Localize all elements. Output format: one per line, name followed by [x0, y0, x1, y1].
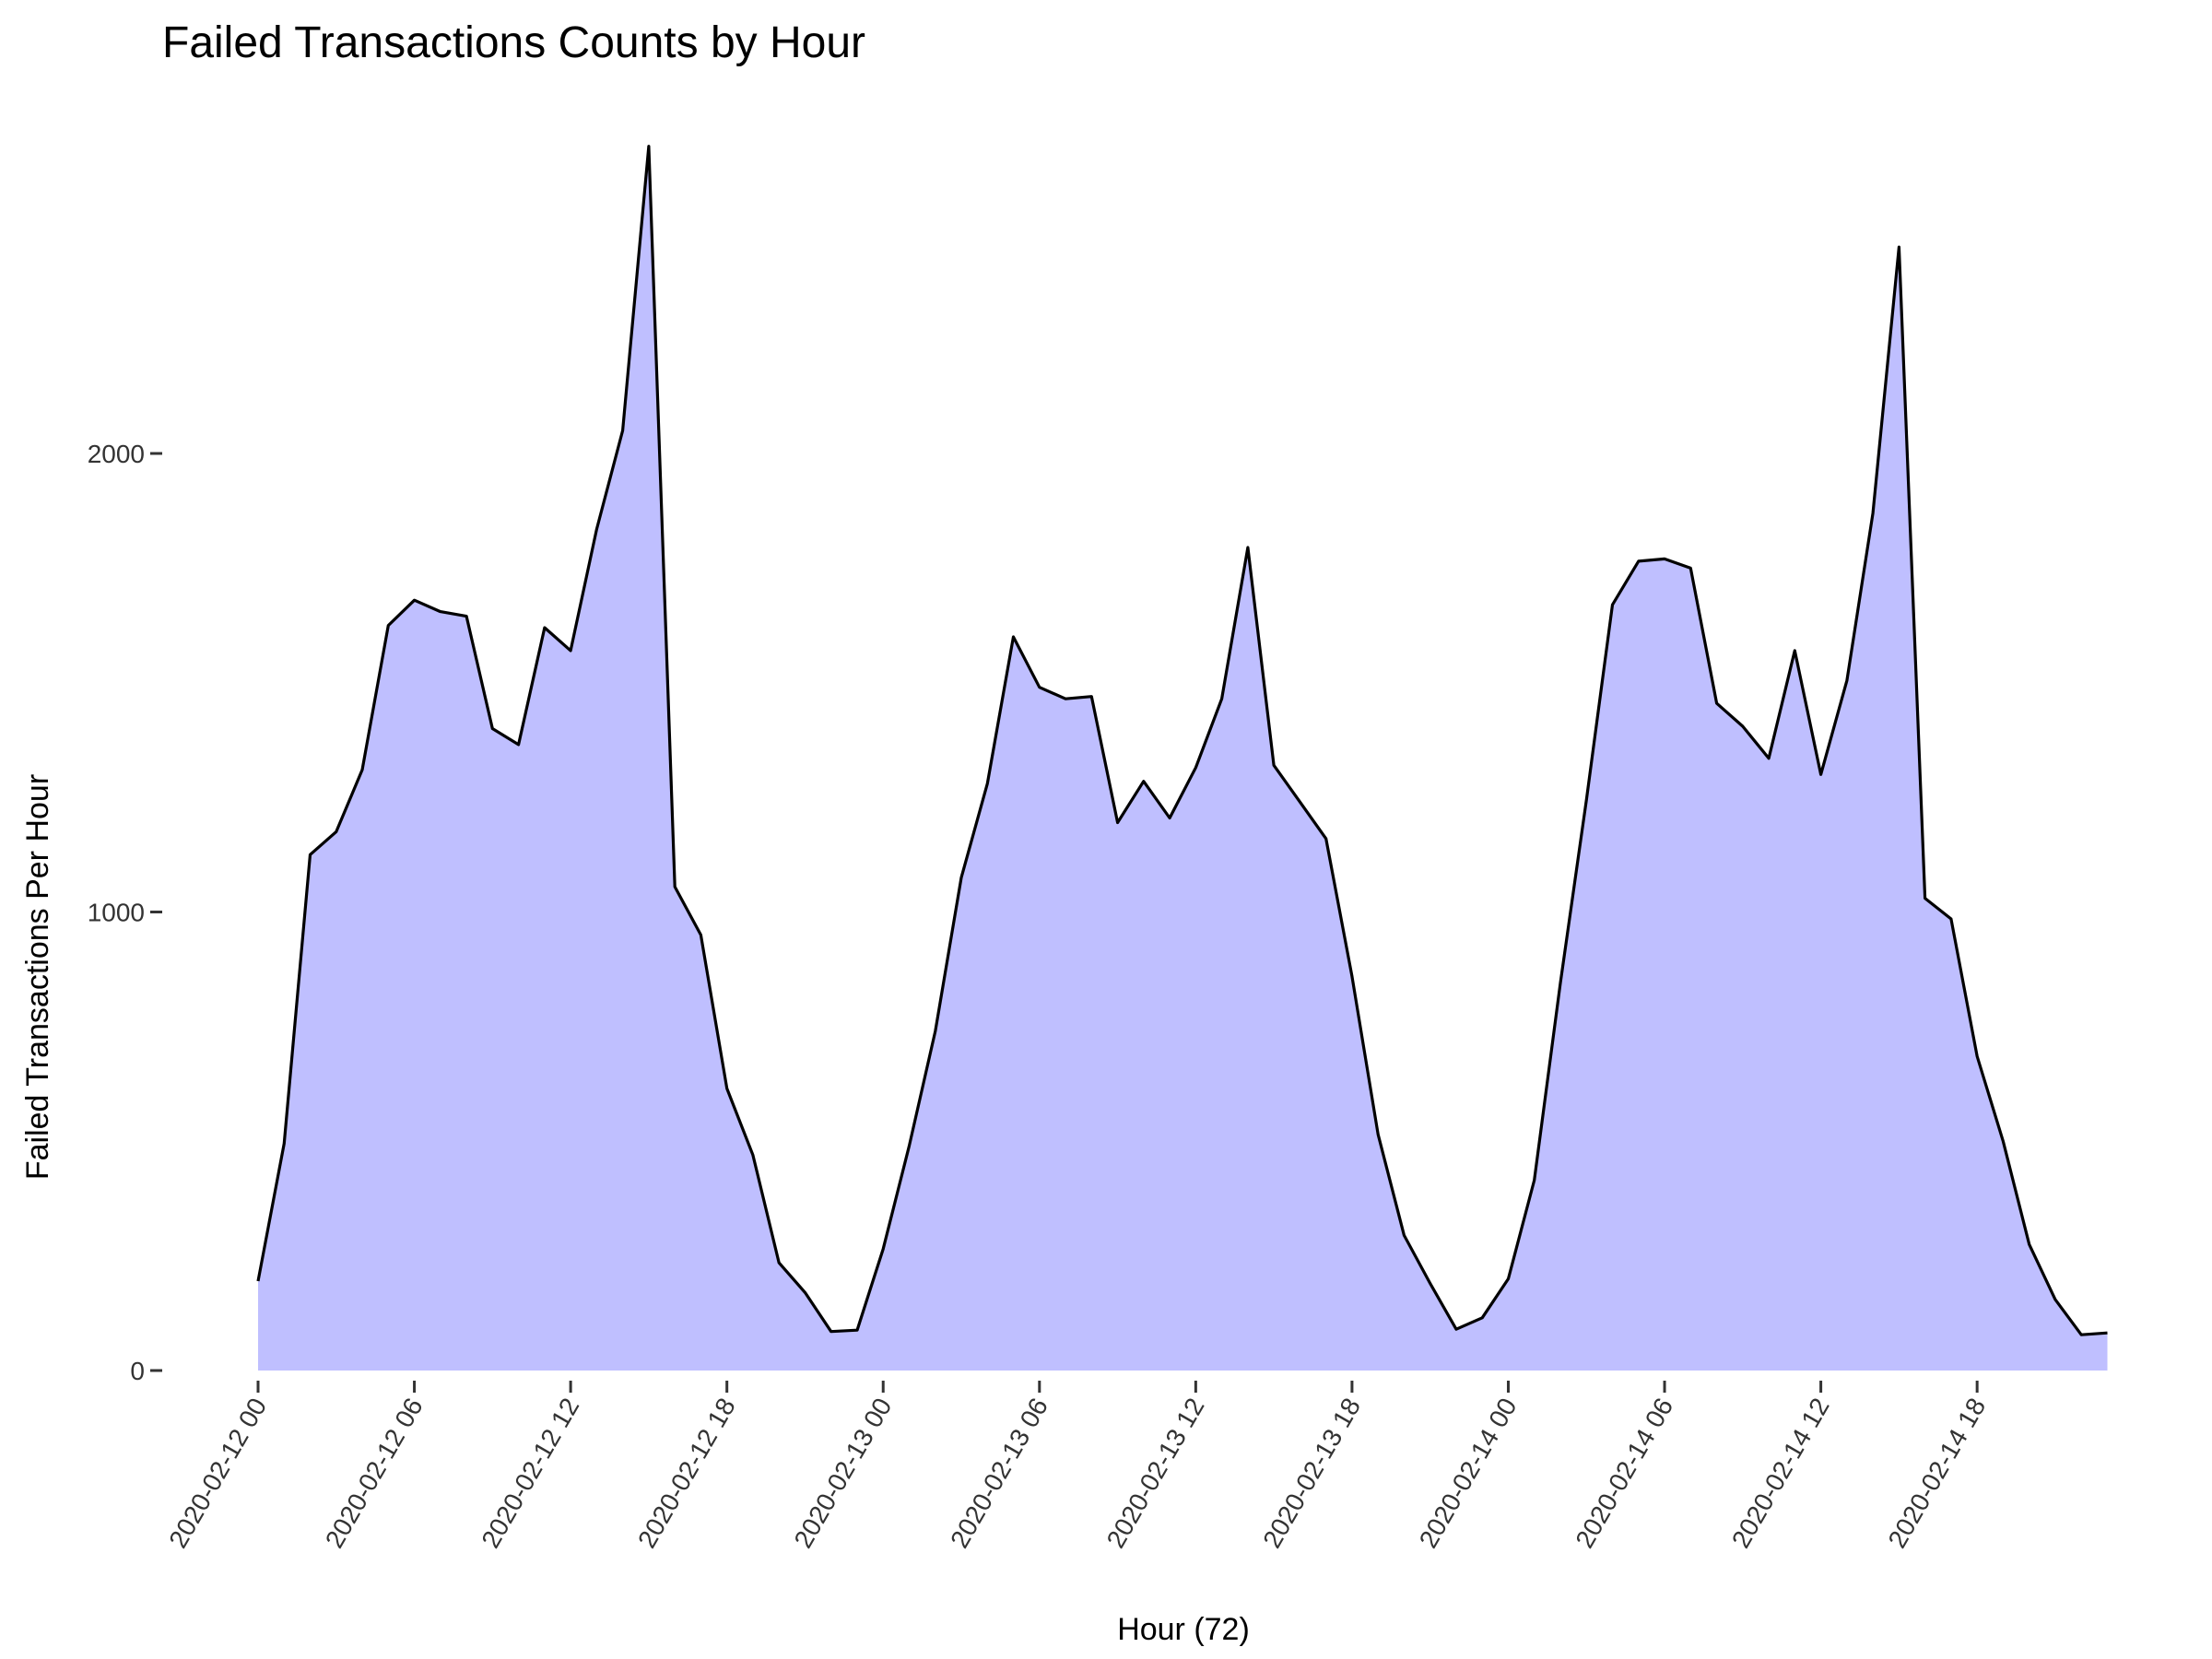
x-tick-label: 2020-02-13 18: [1257, 1394, 1366, 1553]
x-tick-label: 2020-02-13 00: [789, 1394, 898, 1553]
x-tick-label: 2020-02-13 12: [1101, 1394, 1210, 1553]
series-line: [256, 145, 2108, 1336]
x-tick-label: 2020-02-14 00: [1414, 1394, 1523, 1553]
y-axis-title: Failed Transactions Per Hour: [20, 774, 55, 1180]
x-tick-label: 2020-02-13 06: [945, 1394, 1053, 1553]
chart-title: Failed Transactions Counts by Hour: [162, 18, 865, 67]
x-tick-label: 2020-02-14 12: [1726, 1394, 1835, 1553]
y-tick-label: 0: [130, 1357, 145, 1385]
y-tick-label: 2000: [88, 440, 145, 468]
x-tick-label: 2020-02-12 12: [476, 1394, 584, 1553]
x-tick-label: 2020-02-12 00: [163, 1394, 272, 1553]
x-tick-label: 2020-02-12 06: [320, 1394, 429, 1553]
x-tick-label: 2020-02-14 06: [1570, 1394, 1678, 1553]
y-tick-label: 1000: [88, 899, 145, 927]
plot-area: [256, 145, 2108, 1371]
x-tick-label: 2020-02-12 18: [632, 1394, 741, 1553]
area-fill: [258, 146, 2108, 1371]
y-axis: 0 1000 2000: [88, 440, 162, 1385]
x-tick-label: 2020-02-14 18: [1882, 1394, 1991, 1553]
x-axis: 2020-02-12 00 2020-02-12 06 2020-02-12 12 2…: [163, 1381, 1991, 1553]
x-axis-title: Hour (72): [1117, 1612, 1250, 1647]
